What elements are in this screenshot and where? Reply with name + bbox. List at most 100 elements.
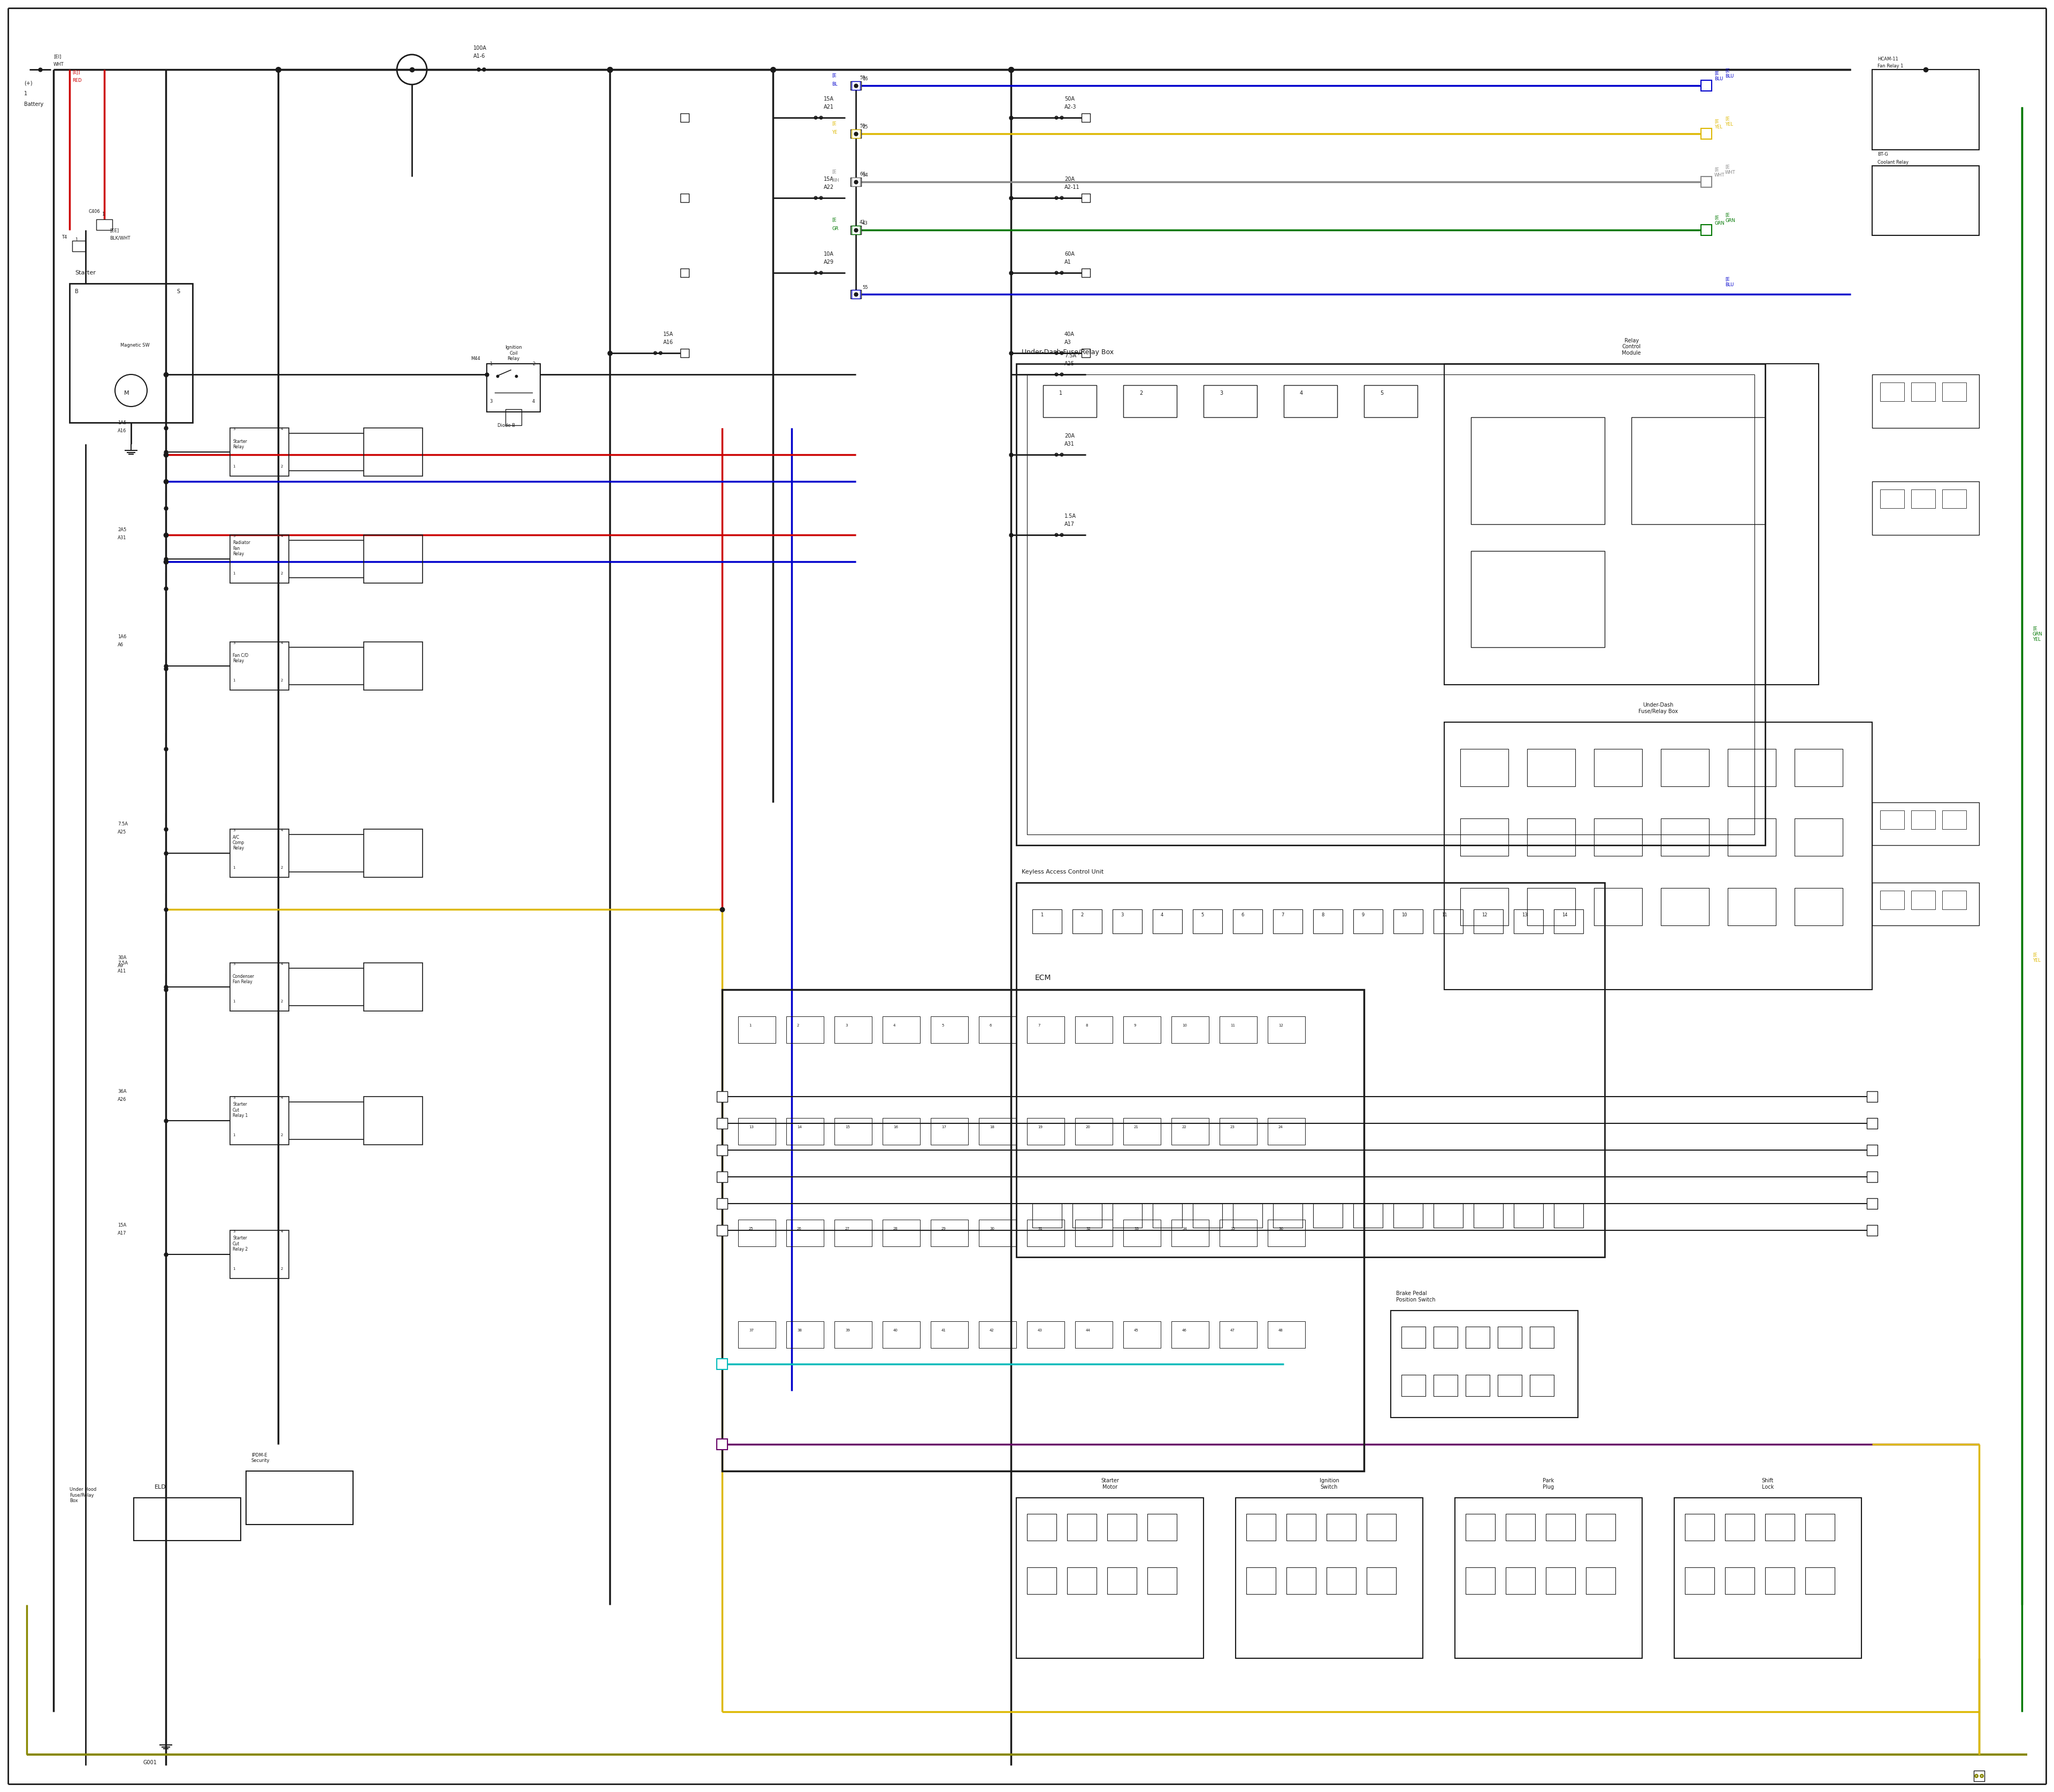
Text: 4: 4 [893, 1023, 896, 1027]
Bar [850, 226, 861, 235]
Bar [1460, 819, 1508, 857]
Bar [246, 1471, 353, 1525]
Text: 66: 66 [859, 172, 865, 177]
Text: 35: 35 [1230, 1228, 1234, 1231]
Text: 1: 1 [232, 1134, 234, 1136]
Text: 2: 2 [281, 866, 283, 869]
Text: 1: 1 [489, 362, 493, 366]
Text: A17: A17 [1064, 521, 1074, 527]
Text: 3: 3 [232, 1097, 234, 1098]
Text: A1: A1 [1064, 260, 1072, 265]
Bar [1107, 1568, 1136, 1595]
Text: A2-3: A2-3 [1064, 104, 1076, 109]
Bar [1027, 1321, 1064, 1348]
Text: 21: 21 [1134, 1125, 1138, 1129]
Bar [1871, 167, 1980, 235]
Text: A22: A22 [824, 185, 834, 190]
Bar [1074, 1016, 1113, 1043]
Text: 10A: 10A [824, 251, 834, 256]
Bar [930, 1321, 967, 1348]
Text: T4: T4 [62, 235, 68, 240]
Text: 7.5A: 7.5A [117, 823, 127, 826]
Text: Brake Pedal
Position Switch: Brake Pedal Position Switch [1397, 1290, 1436, 1303]
Text: 2: 2 [281, 1000, 283, 1004]
Bar [1471, 550, 1604, 647]
Text: 3: 3 [232, 828, 234, 831]
Bar [1701, 81, 1711, 91]
Bar [850, 81, 861, 90]
Bar [1764, 1514, 1795, 1541]
Text: A31: A31 [117, 536, 127, 539]
Text: 46: 46 [1183, 1328, 1187, 1331]
Text: Ignition
Switch: Ignition Switch [1319, 1478, 1339, 1489]
Bar [1684, 1514, 1715, 1541]
Text: 34: 34 [1183, 1228, 1187, 1231]
Bar [930, 1220, 967, 1247]
Text: 2: 2 [281, 572, 283, 575]
Bar [1247, 1568, 1276, 1595]
Text: Magnetic SW: Magnetic SW [121, 342, 150, 348]
Text: 43: 43 [1037, 1328, 1043, 1331]
Text: 39: 39 [844, 1328, 850, 1331]
Bar [1401, 1374, 1425, 1396]
Bar [1434, 1374, 1458, 1396]
Bar [230, 962, 290, 1011]
Bar [1805, 1514, 1834, 1541]
Text: 7: 7 [1282, 912, 1284, 918]
Text: 19: 19 [1037, 1125, 1043, 1129]
Bar [980, 1220, 1017, 1247]
Bar [1017, 364, 1764, 846]
Text: A16: A16 [117, 428, 127, 434]
Text: [E
BLU: [E BLU [1725, 278, 1734, 287]
Bar [487, 364, 540, 412]
Text: 7.5A: 7.5A [1064, 353, 1076, 358]
Text: 1: 1 [101, 211, 105, 217]
Bar [364, 642, 423, 690]
Text: 2A5: 2A5 [117, 527, 127, 532]
Text: Ignition
Coil
Relay: Ignition Coil Relay [505, 346, 522, 360]
Bar [1727, 819, 1777, 857]
Text: G001: G001 [144, 1760, 156, 1765]
Bar [1220, 1321, 1257, 1348]
Text: 7: 7 [1037, 1023, 1039, 1027]
Bar [1082, 194, 1091, 202]
Bar [852, 81, 861, 90]
Bar [1467, 1374, 1489, 1396]
Text: 23: 23 [1230, 1125, 1234, 1129]
Bar [1124, 1321, 1161, 1348]
Bar [1017, 883, 1604, 1256]
Bar [1113, 909, 1142, 934]
Bar [1662, 749, 1709, 787]
Bar [1033, 909, 1062, 934]
Bar [1072, 1204, 1101, 1228]
Text: 5: 5 [1202, 912, 1204, 918]
Text: (+): (+) [25, 81, 33, 86]
Bar [1631, 418, 1764, 525]
Bar [737, 1118, 776, 1145]
Bar [1530, 1374, 1555, 1396]
Bar [1594, 889, 1641, 925]
Bar [1284, 385, 1337, 418]
Text: 9: 9 [1362, 912, 1364, 918]
Bar [1267, 1016, 1304, 1043]
Text: [EJ]: [EJ] [72, 70, 80, 75]
Text: RED: RED [72, 79, 82, 82]
Text: Fan Relay 1: Fan Relay 1 [1877, 65, 1904, 68]
Bar [1460, 749, 1508, 787]
Text: 40: 40 [893, 1328, 898, 1331]
Text: Starter: Starter [74, 271, 97, 276]
Text: 11: 11 [1230, 1023, 1234, 1027]
Text: A25: A25 [117, 830, 127, 835]
Bar [852, 290, 861, 299]
Text: 13: 13 [750, 1125, 754, 1129]
Text: 2: 2 [1140, 391, 1142, 396]
Text: BLK/WHT: BLK/WHT [109, 237, 129, 240]
Bar [1434, 1326, 1458, 1348]
Text: 25: 25 [863, 125, 869, 129]
Text: 3: 3 [1220, 391, 1222, 396]
Bar [70, 283, 193, 423]
Bar [737, 1016, 776, 1043]
Bar [1171, 1016, 1210, 1043]
Text: 2: 2 [797, 1023, 799, 1027]
Text: 100A: 100A [472, 45, 487, 50]
